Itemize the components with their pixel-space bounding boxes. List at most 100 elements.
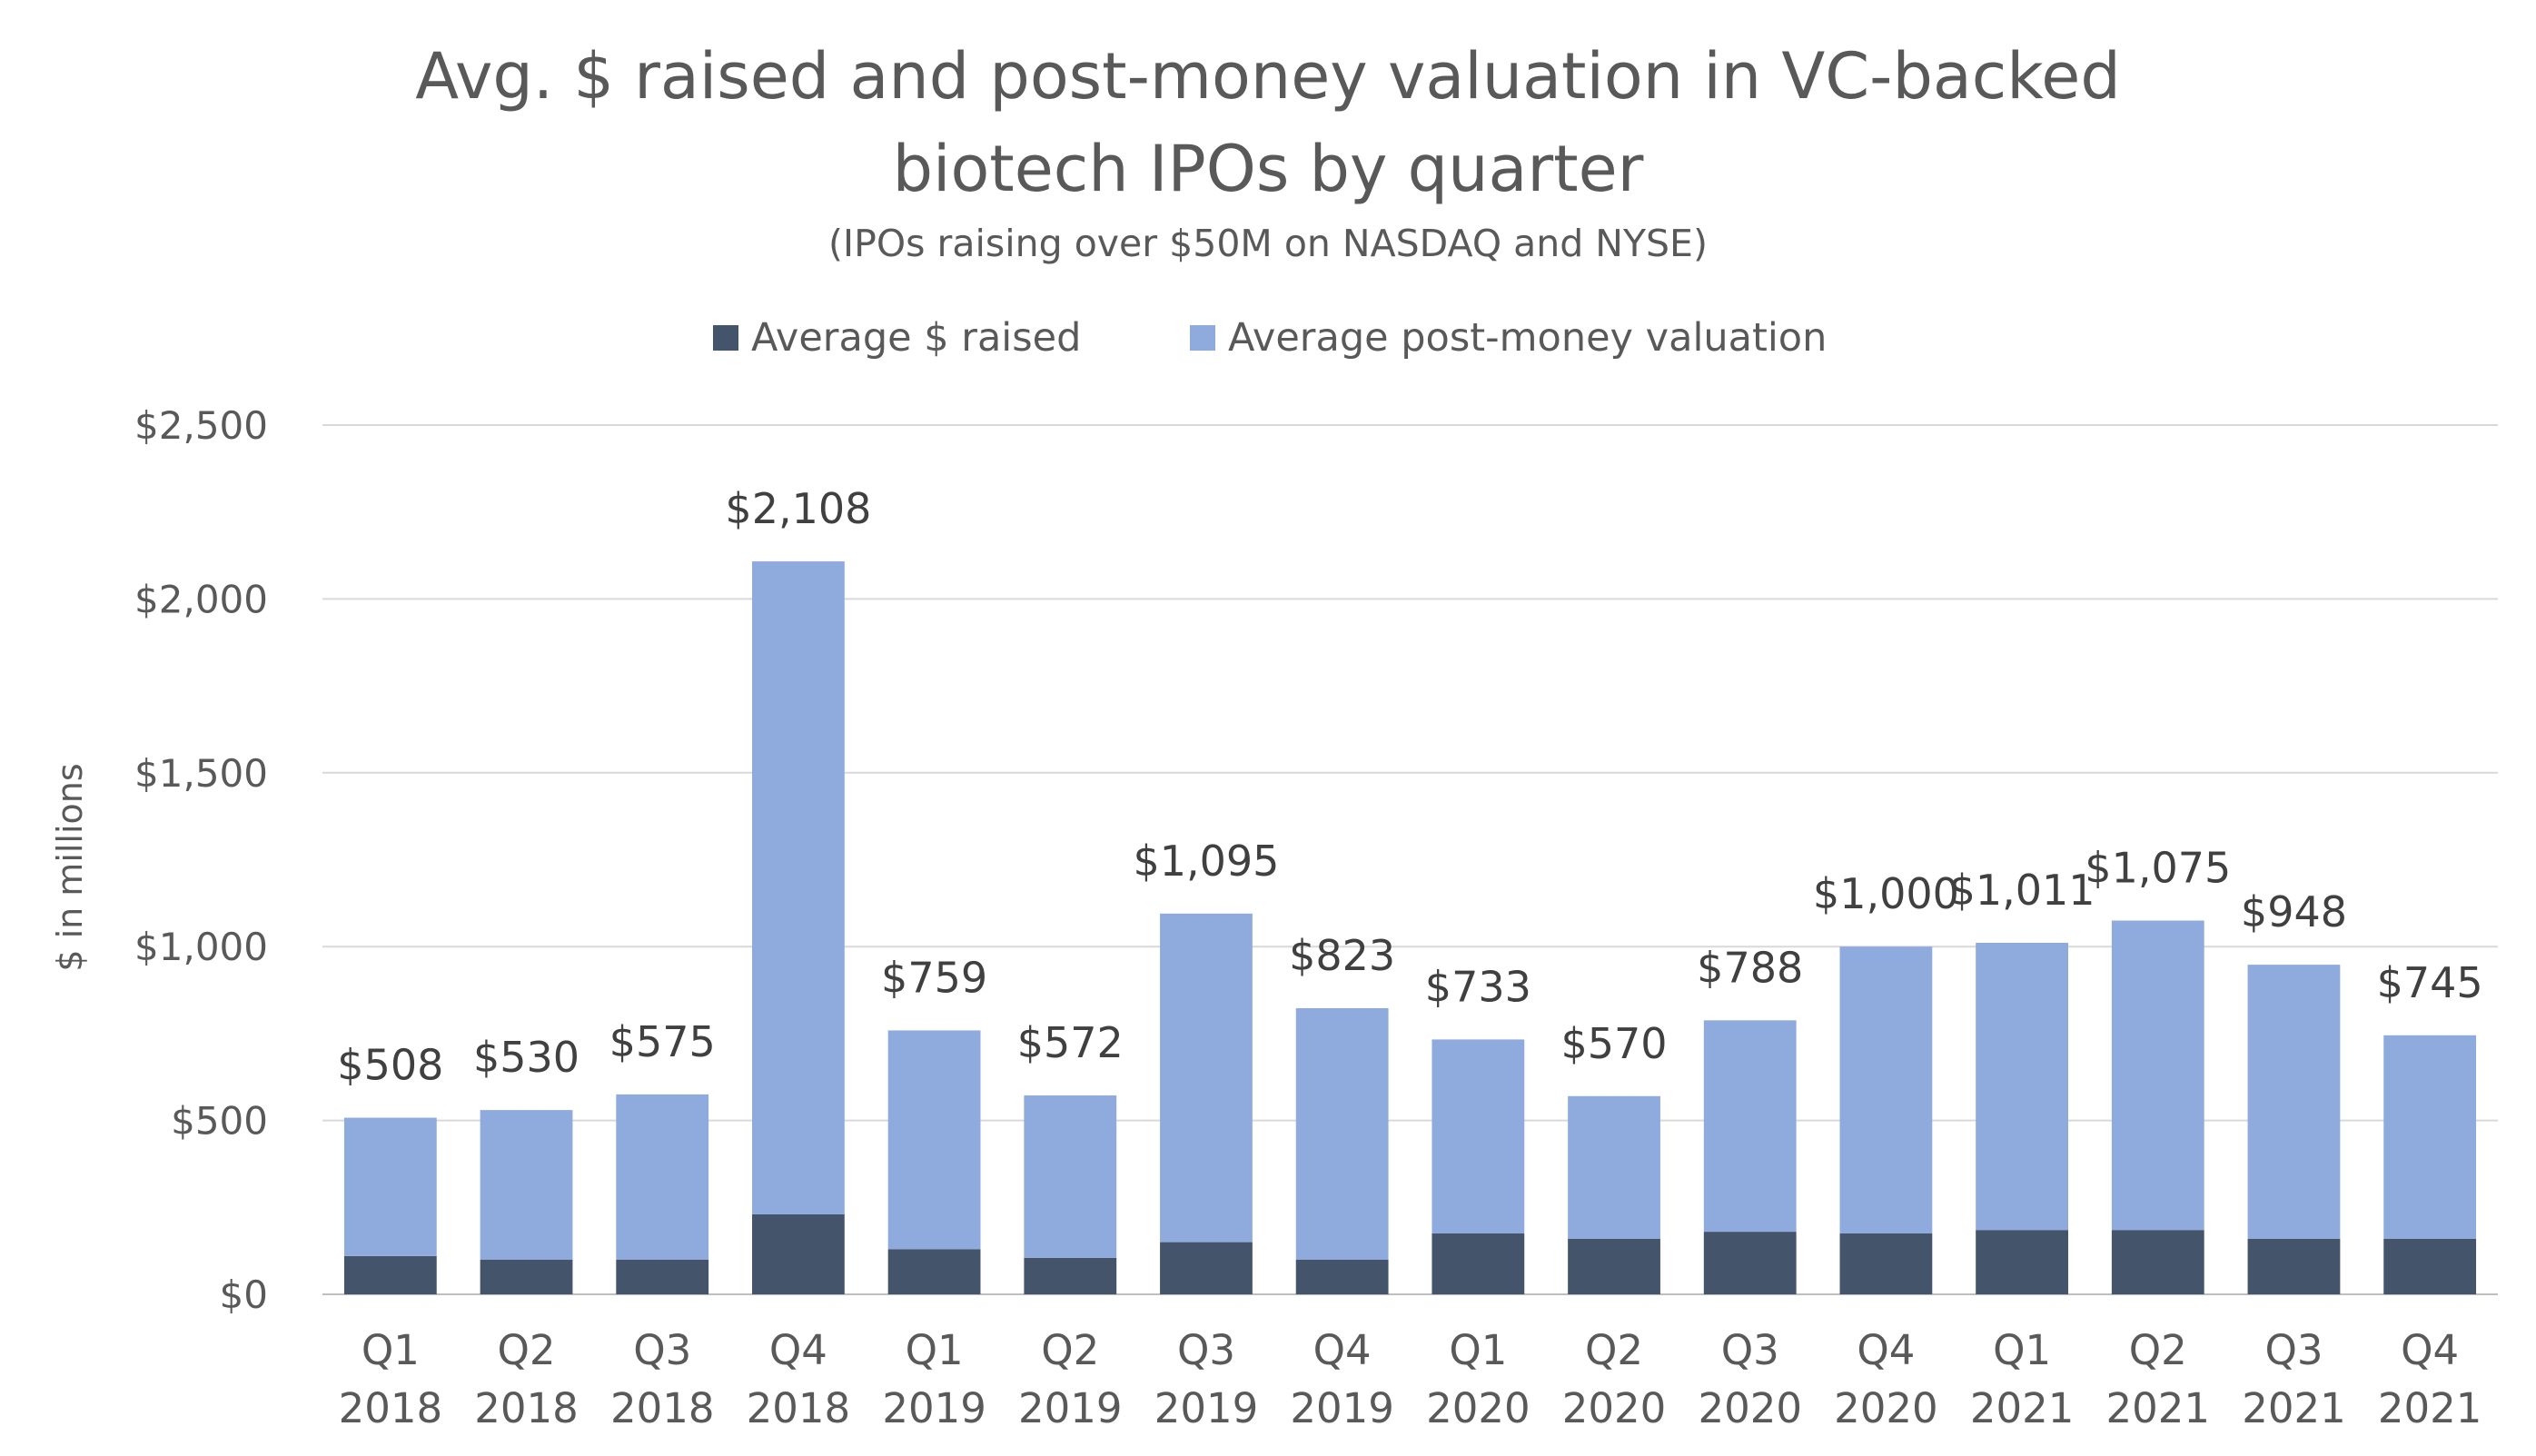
bar-average-post-money-valuation (2111, 920, 2204, 1231)
bar-average-post-money-valuation (1295, 1007, 1389, 1260)
x-tick-label-quarter: Q2 (1585, 1326, 1643, 1374)
total-data-label: $570 (1560, 1019, 1667, 1068)
bar-average-post-money-valuation (2383, 1035, 2477, 1239)
bar-average-raised (1431, 1233, 1525, 1294)
y-tick-label: $1,500 (134, 751, 268, 796)
legend-swatch-average-raised (713, 325, 738, 351)
bar-average-post-money-valuation (1976, 942, 2068, 1231)
x-tick-label-quarter: Q2 (1041, 1326, 1099, 1374)
legend-label-average-raised: Average $ raised (751, 315, 1081, 361)
x-tick-label-year: 2019 (1290, 1384, 1394, 1432)
chart-title-line-2: biotech IPOs by quarter (893, 132, 1644, 206)
bar-average-post-money-valuation (752, 561, 845, 1214)
chart-subtitle: (IPOs raising over $50M on NASDAQ and NY… (828, 222, 1708, 265)
bar-average-post-money-valuation (616, 1094, 709, 1260)
legend: Average $ raised Average post-money valua… (713, 315, 1827, 361)
x-tick-label-year: 2019 (1018, 1384, 1123, 1432)
total-data-label: $1,011 (1949, 866, 2095, 915)
x-tick-label-year: 2021 (2242, 1384, 2346, 1432)
x-tick-label-year: 2019 (1154, 1384, 1259, 1432)
x-tick-label-year: 2018 (474, 1384, 579, 1432)
total-data-label: $1,075 (2085, 843, 2231, 892)
x-tick-label-year: 2018 (747, 1384, 851, 1432)
total-data-label: $948 (2241, 887, 2347, 936)
total-data-label: $572 (1017, 1018, 1124, 1067)
bar-average-raised (616, 1259, 709, 1294)
total-data-label: $823 (1289, 931, 1395, 980)
bar-average-raised (1160, 1242, 1253, 1294)
x-tick-label-year: 2019 (882, 1384, 986, 1432)
x-tick-label-quarter: Q3 (633, 1326, 691, 1374)
bar-average-raised (343, 1255, 437, 1294)
total-data-label: $1,095 (1133, 837, 1279, 886)
x-tick-label-quarter: Q3 (1177, 1326, 1235, 1374)
y-axis-ticks: $0 $500 $1,000 $1,500 $2,000 $2,500 (134, 403, 268, 1317)
bar-average-post-money-valuation (343, 1117, 437, 1256)
x-tick-label-year: 2020 (1698, 1384, 1802, 1432)
x-tick-label-quarter: Q4 (1313, 1326, 1372, 1374)
bar-average-post-money-valuation (1160, 913, 1253, 1243)
total-data-label: $733 (1425, 962, 1531, 1011)
total-data-label: $530 (473, 1033, 580, 1082)
x-tick-label-quarter: Q4 (769, 1326, 827, 1374)
x-tick-label-year: 2018 (610, 1384, 715, 1432)
x-tick-label-quarter: Q2 (2129, 1326, 2187, 1374)
x-tick-label-year: 2020 (1426, 1384, 1531, 1432)
bar-average-post-money-valuation (2247, 965, 2341, 1239)
x-tick-label-year: 2020 (1562, 1384, 1667, 1432)
x-tick-label-quarter: Q3 (1721, 1326, 1779, 1374)
bar-average-post-money-valuation (887, 1030, 981, 1250)
x-tick-label-quarter: Q4 (1857, 1326, 1915, 1374)
y-tick-label: $500 (171, 1099, 268, 1144)
y-tick-label: $2,000 (134, 577, 268, 621)
x-tick-label-quarter: Q2 (498, 1326, 556, 1374)
x-tick-label-quarter: Q3 (2264, 1326, 2323, 1374)
x-tick-label-quarter: Q4 (2401, 1326, 2459, 1374)
bar-average-raised (1976, 1230, 2068, 1294)
bar-average-raised (2247, 1238, 2341, 1294)
bar-average-raised (887, 1249, 981, 1294)
bar-average-raised (2111, 1230, 2204, 1294)
y-tick-label: $0 (220, 1273, 268, 1317)
legend-swatch-average-post-money-valuation (1190, 325, 1215, 351)
y-axis-label: $ in millions (50, 763, 90, 971)
bar-average-post-money-valuation (1024, 1095, 1117, 1258)
bar-average-raised (1839, 1233, 1933, 1294)
y-tick-label: $1,000 (134, 925, 268, 969)
y-tick-label: $2,500 (134, 403, 268, 448)
bar-average-raised (1295, 1259, 1389, 1294)
bar-average-raised (1024, 1257, 1117, 1294)
x-tick-label-quarter: Q1 (1993, 1326, 2051, 1374)
total-data-label: $745 (2377, 958, 2483, 1007)
total-data-label: $788 (1697, 943, 1803, 992)
bar-average-post-money-valuation (1703, 1020, 1797, 1233)
total-data-label: $2,108 (725, 484, 871, 533)
bars (343, 561, 2477, 1294)
total-data-label: $508 (337, 1041, 443, 1090)
x-tick-label-year: 2021 (2378, 1384, 2482, 1432)
x-tick-label-year: 2018 (339, 1384, 443, 1432)
bar-average-raised (480, 1259, 573, 1294)
x-tick-label-year: 2021 (1970, 1384, 2075, 1432)
x-tick-label-year: 2020 (1834, 1384, 1938, 1432)
x-tick-label-quarter: Q1 (906, 1326, 964, 1374)
x-tick-label-quarter: Q1 (362, 1326, 420, 1374)
total-data-label: $759 (881, 953, 987, 1002)
bar-average-raised (2383, 1238, 2477, 1294)
bar-average-post-money-valuation (480, 1110, 573, 1260)
x-tick-label-year: 2021 (2106, 1384, 2211, 1432)
total-data-label: $575 (609, 1017, 716, 1066)
x-tick-label-quarter: Q1 (1449, 1326, 1507, 1374)
bar-average-raised (1703, 1232, 1797, 1294)
legend-label-average-post-money-valuation: Average post-money valuation (1228, 315, 1827, 361)
total-data-label: $1,000 (1813, 869, 1959, 918)
data-labels: $508 $530 $575 $2,108 $759 $572 $1,095$823 $733… (337, 484, 2482, 1089)
chart-title-line-1: Avg. $ raised and post-money valuation i… (415, 39, 2121, 114)
bar-average-raised (1568, 1238, 1660, 1294)
bar-average-post-money-valuation (1431, 1039, 1525, 1234)
bar-average-raised (752, 1213, 845, 1294)
x-axis-categories: Q1 2018 Q2 2018 Q3 2018 Q4 2018 Q1 2019 Q2 2019 Q3 20… (339, 1326, 2482, 1432)
bar-average-post-money-valuation (1568, 1095, 1660, 1239)
bar-average-post-money-valuation (1839, 946, 1933, 1234)
